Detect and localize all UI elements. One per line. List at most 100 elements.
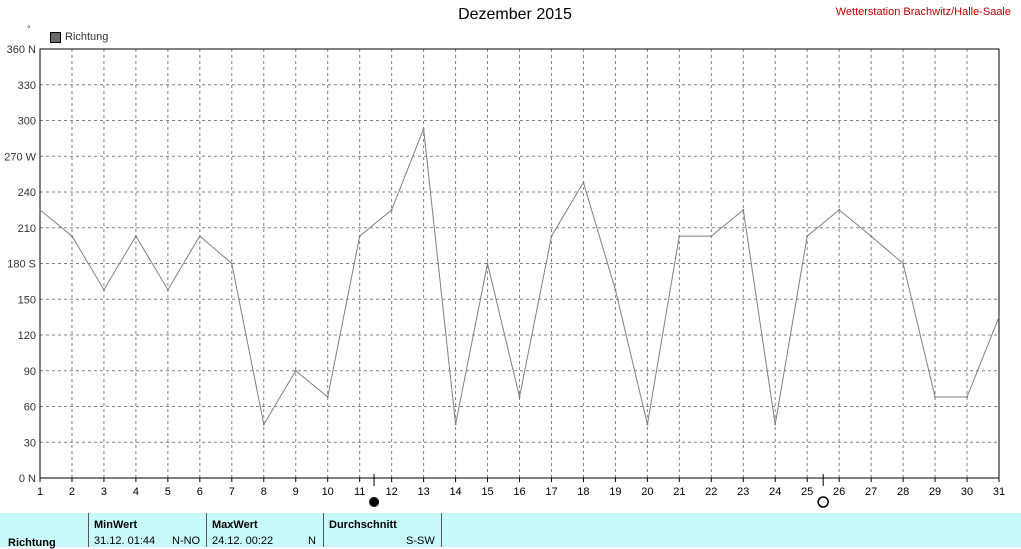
x-tick-label: 29 [929,486,941,498]
data-point [454,423,457,426]
data-point [102,288,105,291]
data-point [806,235,809,238]
data-point [134,235,137,238]
stats-separator [88,513,89,547]
x-tick-label: 22 [705,486,717,498]
avg-value: S-SW [406,535,435,547]
x-tick-label: 9 [293,486,299,498]
x-tick-label: 5 [165,486,171,498]
data-point [646,423,649,426]
legend-swatch [50,31,61,43]
y-tick-label: 180 S [7,259,36,271]
x-tick-label: 14 [449,486,461,498]
x-tick-label: 7 [229,486,235,498]
x-tick-label: 23 [737,486,749,498]
legend: Richtung [50,31,108,43]
data-point [486,262,489,265]
x-tick-label: 10 [322,486,334,498]
x-tick-label: 11 [354,486,365,498]
series [39,127,1000,426]
data-point [518,395,521,398]
data-point [39,208,41,211]
x-tick-label: 19 [609,486,621,498]
x-tick-label: 27 [865,486,877,498]
station-name: Wetterstation Brachwitz/Halle-Saale [835,6,1011,18]
x-tick-label: 6 [197,486,203,498]
data-point [70,235,73,238]
x-tick-label: 31 [993,486,1005,498]
stats-row-label: Richtung [8,537,56,549]
new-moon-icon [369,497,380,507]
y-tick-label: 360 N [7,44,36,56]
x-tick-label: 2 [69,486,75,498]
x-tick-label: 17 [545,486,557,498]
chart-title: Dezember 2015 [458,6,572,23]
data-point [614,288,617,291]
data-point [710,235,713,238]
data-point [582,181,585,184]
x-tick-label: 15 [481,486,493,498]
data-point [230,262,233,265]
legend-label: Richtung [65,31,109,43]
y-tick-label: 0 N [19,473,36,485]
max-time: 24.12. 00:22 [212,535,274,547]
y-tick-label: 150 [18,294,36,306]
x-tick-label: 8 [261,486,267,498]
x-tick-label: 24 [769,486,781,498]
y-tick-label: 90 [24,366,36,378]
x-tick-label: 4 [133,486,139,498]
stats-separator [206,513,207,547]
data-point [262,423,265,426]
data-point [774,423,777,426]
x-tick-label: 3 [101,486,107,498]
x-tick-label: 28 [897,486,909,498]
full-moon-icon [817,496,829,508]
data-point [390,208,393,211]
data-point [998,316,1000,319]
y-tick-label: 60 [24,402,36,414]
stats-separator [323,513,324,547]
y-tick-label: 210 [18,223,36,235]
y-tick-label: 300 [18,116,36,128]
y-tick-label: 30 [24,437,36,449]
min-time: 31.12. 01:44 [94,535,156,547]
min-value: N-NO [172,535,201,547]
x-tick-label: 1 [37,486,43,498]
data-point [966,395,969,398]
data-point [550,235,553,238]
x-tick-label: 30 [961,486,973,498]
x-tick-label: 20 [641,486,653,498]
data-point [198,235,201,238]
data-point [742,208,745,211]
x-tick-label: 13 [417,486,429,498]
y-tick-label: 270 W [4,151,36,163]
x-tick-label: 26 [833,486,845,498]
data-point [166,288,169,291]
x-tick-label: 16 [513,486,525,498]
y-tick-label: 240 [18,187,36,199]
data-point [294,369,297,372]
min-header: MinWert [94,519,138,531]
x-tick-label: 25 [801,486,813,498]
degree-symbol: ° [27,24,31,34]
y-tick-label: 330 [18,80,36,92]
stats-separator [441,513,442,547]
x-tick-label: 18 [577,486,589,498]
data-point [358,235,361,238]
grid [40,49,999,478]
x-tick-label: 21 [673,486,685,498]
max-value: N [308,535,316,547]
data-point [870,235,873,238]
y-tick-label: 120 [18,330,36,342]
data-point [422,127,425,130]
x-tick-label: 12 [386,486,398,498]
data-point [326,395,329,398]
moon-markers [369,474,829,508]
data-point [902,262,905,265]
data-point [678,235,681,238]
avg-header: Durchschnitt [329,519,397,531]
data-point [838,208,841,211]
data-point [934,395,937,398]
